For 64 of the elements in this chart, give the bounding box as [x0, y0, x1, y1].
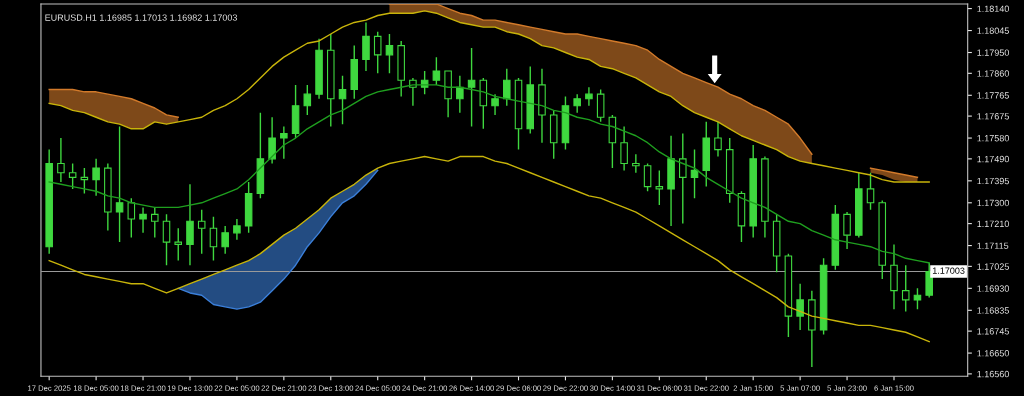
candlestick [467, 47, 476, 128]
y-tick-label: 1.17950 [977, 49, 1009, 56]
candlestick [174, 227, 183, 262]
y-tick-label: 1.18045 [977, 27, 1009, 34]
y-tick-label: 1.16745 [977, 328, 1009, 335]
candlestick [843, 211, 851, 250]
y-tick-label: 1.17395 [977, 177, 1009, 185]
candlestick [585, 86, 593, 107]
candlestick [373, 31, 382, 75]
candlestick [491, 93, 499, 116]
candlestick [901, 264, 910, 313]
candlestick [456, 74, 464, 114]
candlestick [80, 167, 89, 195]
candlestick [150, 206, 159, 239]
text: EURUSD.H1 1.16985 1.17013 1.16982 1.17003 [45, 14, 238, 21]
candlestick [714, 121, 722, 158]
y-tick-label: 1.17675 [977, 113, 1009, 120]
candlestick [690, 148, 699, 199]
y-tick-label: 1.17115 [977, 242, 1009, 249]
line-series [48, 155, 930, 343]
y-tick-label: 1.16560 [977, 370, 1009, 378]
candlestick [338, 74, 347, 125]
candlestick [913, 287, 922, 310]
y-tick-label: 1.17765 [977, 92, 1009, 99]
y-tick-label: 1.16835 [977, 307, 1009, 314]
candlestick [643, 162, 652, 192]
y-tick-label: 1.17490 [977, 155, 1009, 163]
candlestick [162, 213, 171, 266]
ref-line-label: 1.17003 [932, 267, 965, 274]
candlestick [655, 169, 664, 206]
candlestick [127, 197, 136, 239]
candlestick [385, 33, 394, 75]
candlestick [573, 93, 581, 114]
candlestick [186, 183, 194, 266]
candlestick [432, 56, 441, 86]
candlestick [362, 21, 370, 72]
y-tick-label: 1.16930 [977, 285, 1009, 292]
candlestick [632, 153, 640, 174]
candlestick [92, 158, 100, 197]
y-tick-label: 1.17860 [977, 70, 1009, 77]
y-tick-label: 1.17300 [977, 199, 1009, 207]
candlestick [139, 206, 147, 234]
candlestick [209, 215, 218, 262]
candlestick [303, 84, 312, 116]
candlestick [280, 125, 288, 160]
candlestick [796, 283, 804, 331]
candlestick [866, 172, 875, 211]
candlestick [57, 137, 65, 183]
y-tick-label: 1.17580 [977, 135, 1009, 142]
candlestick [268, 116, 276, 165]
candlestick [503, 68, 511, 107]
candlestick [596, 88, 605, 123]
candlestick [197, 209, 206, 255]
y-tick-label: 1.17210 [977, 220, 1009, 227]
y-tick-label: 1.18140 [977, 5, 1009, 12]
candlestick [679, 132, 687, 225]
candlestick [221, 225, 229, 255]
candlestick [925, 262, 933, 299]
candlestick [68, 162, 77, 190]
candlestick [115, 125, 124, 243]
y-tick-label: 1.17025 [977, 263, 1009, 270]
candlestick [620, 125, 628, 172]
y-tick-label: 1.16650 [977, 350, 1009, 357]
candlestick [233, 218, 241, 241]
